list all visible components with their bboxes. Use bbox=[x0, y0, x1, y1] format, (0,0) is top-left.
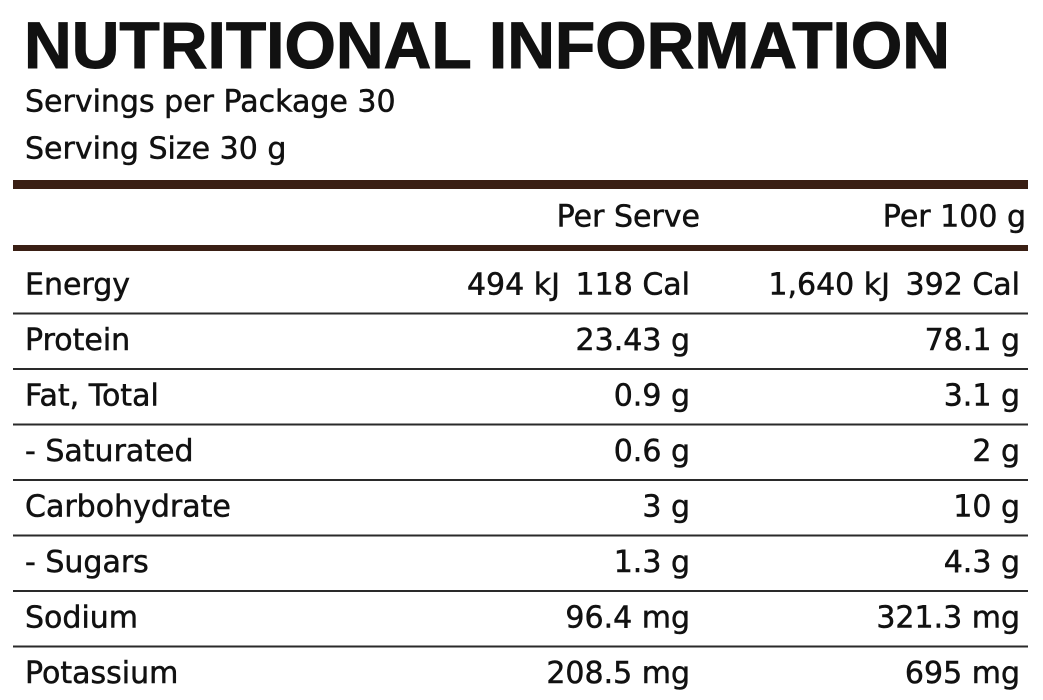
row-rule bbox=[13, 645, 1028, 648]
cell-value: 494 kJ bbox=[467, 267, 560, 302]
cell-value: 0.9 g bbox=[614, 378, 690, 413]
row-label: Energy bbox=[25, 267, 130, 302]
row-label: - Saturated bbox=[25, 434, 194, 469]
column-header: Per 100 g bbox=[883, 200, 1026, 235]
title: NUTRITIONAL INFORMATION bbox=[24, 8, 950, 82]
cell-value: 10 g bbox=[953, 489, 1020, 524]
cell-value: 4.3 g bbox=[944, 545, 1020, 580]
cell-value: 3 g bbox=[642, 489, 690, 524]
row-label: Potassium bbox=[25, 656, 178, 691]
cell-value: 0.6 g bbox=[614, 434, 690, 469]
cell-value: 23.43 g bbox=[576, 323, 690, 358]
row-rule bbox=[13, 479, 1028, 481]
cell-value: 1.3 g bbox=[614, 545, 690, 580]
row-rule bbox=[13, 368, 1028, 370]
row-rule bbox=[13, 534, 1028, 537]
servings: Servings per Package 30 bbox=[25, 85, 396, 120]
row-rule bbox=[13, 312, 1028, 315]
cell-value: 78.1 g bbox=[925, 323, 1020, 358]
row-label: Protein bbox=[25, 323, 130, 358]
cell-value: 3.1 g bbox=[944, 378, 1020, 413]
cell-value: 321.3 mg bbox=[876, 600, 1020, 635]
row-rule bbox=[13, 590, 1028, 592]
row-label: Carbohydrate bbox=[25, 489, 231, 524]
column-header: Per Serve bbox=[557, 200, 700, 235]
cell-value: 208.5 mg bbox=[546, 656, 690, 691]
row-label: Fat, Total bbox=[25, 378, 159, 413]
row-label: Sodium bbox=[25, 600, 138, 635]
cell-value: 392 Cal bbox=[906, 267, 1020, 302]
serving-size: Serving Size 30 g bbox=[25, 132, 286, 167]
cell-value: 118 Cal bbox=[576, 267, 690, 302]
cell-value: 2 g bbox=[972, 434, 1020, 469]
row-label: - Sugars bbox=[25, 545, 149, 580]
row-rule bbox=[13, 423, 1028, 426]
thick-rule bbox=[13, 180, 1028, 189]
cell-value: 96.4 mg bbox=[565, 600, 690, 635]
cell-value: 695 mg bbox=[905, 656, 1020, 691]
header-rule bbox=[13, 245, 1028, 251]
cell-value: 1,640 kJ bbox=[768, 267, 890, 302]
